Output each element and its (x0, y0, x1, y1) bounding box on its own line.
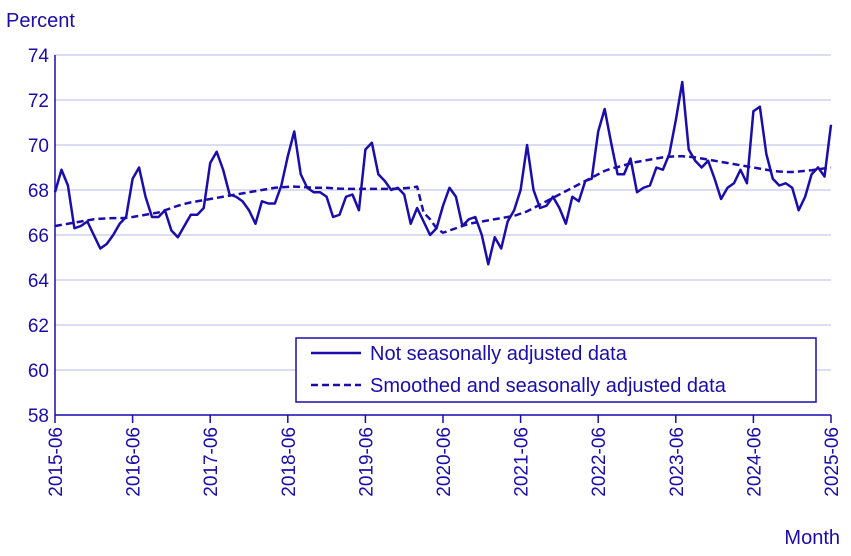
y-tick-label-68: 68 (28, 181, 49, 202)
y-tick-labels: 58 60 62 64 66 68 70 72 74 (28, 46, 50, 427)
x-axis-title: Month (784, 527, 840, 549)
x-tick-label-2022-06: 2022-06 (589, 427, 610, 497)
legend-label-not-seasonally-adjusted: Not seasonally adjusted data (370, 343, 628, 365)
x-tick-labels: 2015-06 2016-06 2017-06 2018-06 2019-06 2020-… (46, 415, 843, 497)
x-tick-label-2023-06: 2023-06 (667, 427, 688, 497)
y-tick-label-64: 64 (28, 271, 50, 292)
y-tick-label-72: 72 (28, 91, 49, 112)
x-tick-label-2016-06: 2016-06 (124, 427, 145, 497)
x-tick-label-2020-06: 2020-06 (434, 427, 455, 497)
series-lines (53, 80, 833, 266)
x-tick-label-2015-06: 2015-06 (46, 427, 67, 497)
y-axis-title: Percent (6, 10, 75, 32)
series-line-not-adjusted (53, 80, 833, 266)
legend-label-smoothed-seasonally-adjusted: Smoothed and seasonally adjusted data (370, 375, 727, 397)
gridlines (54, 54, 831, 416)
legend: Not seasonally adjusted data Smoothed an… (295, 337, 817, 403)
y-tick-label-60: 60 (28, 361, 49, 382)
x-tick-label-2019-06: 2019-06 (356, 427, 377, 497)
y-tick-label-58: 58 (28, 406, 49, 427)
y-tick-label-74: 74 (28, 46, 50, 67)
y-tick-label-62: 62 (28, 316, 49, 337)
x-tick-label-2024-06: 2024-06 (744, 427, 765, 497)
y-tick-label-70: 70 (28, 136, 49, 157)
x-tick-label-2017-06: 2017-06 (201, 427, 222, 497)
x-tick-label-2021-06: 2021-06 (512, 427, 533, 497)
x-tick-label-2025-06: 2025-06 (822, 427, 843, 497)
x-tick-label-2018-06: 2018-06 (279, 427, 300, 497)
legend-box (295, 337, 817, 403)
y-tick-label-66: 66 (28, 226, 49, 247)
series-line-smoothed (54, 155, 832, 234)
